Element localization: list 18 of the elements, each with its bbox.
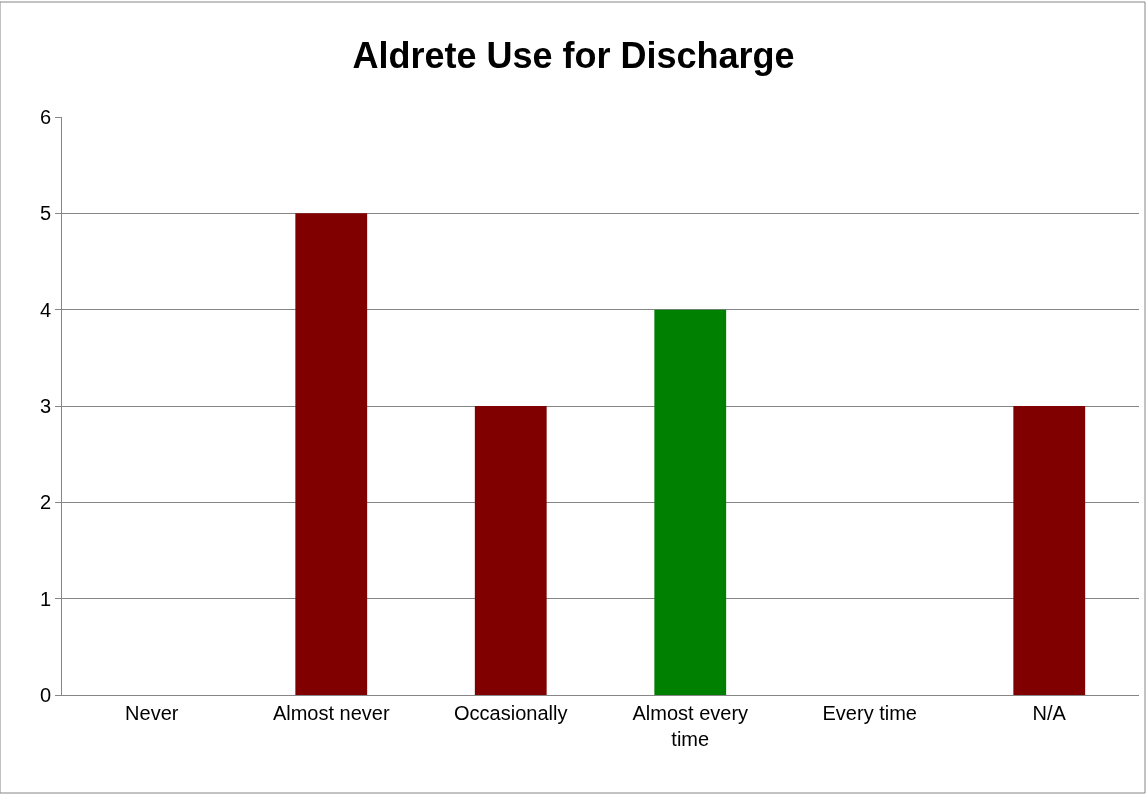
y-tick-label: 5 [39,202,51,225]
bar [1013,406,1086,695]
x-tick-label: Every time [822,702,917,724]
bar [474,406,547,695]
x-tick-label: Almost every time [632,702,749,750]
chart-title: Aldrete Use for Discharge [352,35,795,77]
bar [654,309,727,695]
y-tick-label: 0 [39,684,51,706]
y-tick-label: 2 [39,491,51,514]
y-tick-label: 3 [39,395,51,417]
y-tick-label: 6 [39,106,51,128]
x-tick-label: N/A [1032,702,1067,724]
x-tick-label: Never [125,702,179,724]
x-tick-label: Occasionally [454,702,568,724]
y-tick-label: 1 [39,587,51,610]
x-tick-label: Almost never [272,702,390,724]
bar [295,213,368,695]
y-tick-label: 4 [39,298,51,321]
